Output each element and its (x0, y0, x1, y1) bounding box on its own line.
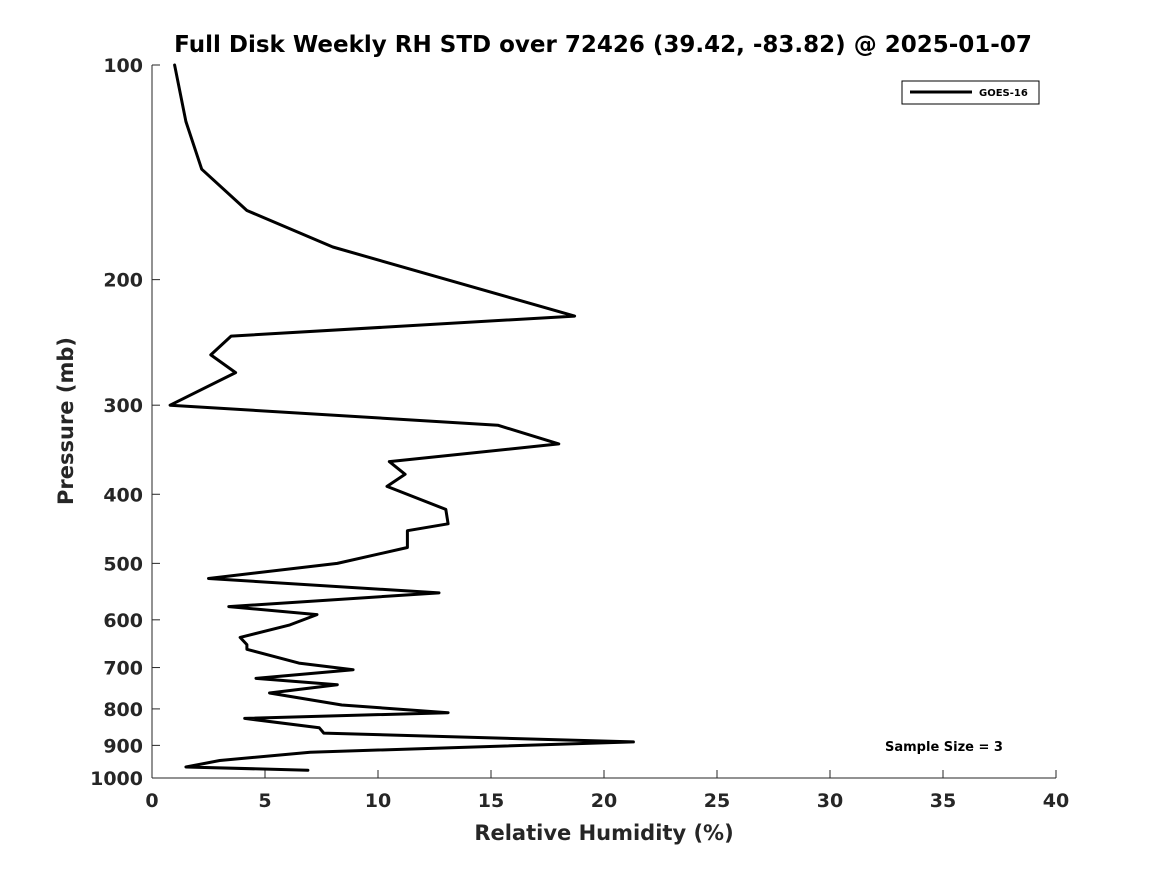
y-tick-label: 500 (103, 553, 143, 575)
legend: GOES-16 (901, 80, 1040, 105)
x-tick-label: 35 (930, 790, 956, 812)
y-tick-label: 900 (103, 735, 143, 757)
sample-size-annotation: Sample Size = 3 (885, 740, 1003, 755)
y-tick-label: 700 (103, 658, 143, 680)
series-line-goes-16 (168, 63, 635, 772)
y-tick-label: 600 (103, 610, 143, 632)
x-tick-label: 5 (258, 790, 271, 812)
y-axis: 100 200 300 400 500 600 700 800 900 1000 (90, 55, 160, 790)
y-tick-label: 800 (103, 699, 143, 721)
x-tick-label: 40 (1043, 790, 1069, 812)
y-tick-label: 400 (103, 484, 143, 506)
y-tick-label: 1000 (90, 768, 143, 790)
x-axis-title: Relative Humidity (%) (474, 821, 733, 845)
y-tick-label: 300 (103, 395, 143, 417)
x-tick-label: 15 (478, 790, 504, 812)
x-tick-label: 10 (365, 790, 391, 812)
series-layer (168, 63, 635, 772)
y-axis-title: Pressure (mb) (54, 337, 78, 505)
x-tick-label: 30 (817, 790, 843, 812)
x-tick-label: 0 (145, 790, 158, 812)
y-tick-label: 200 (103, 270, 143, 292)
legend-label-goes-16: GOES-16 (979, 88, 1028, 99)
x-tick-label: 25 (704, 790, 730, 812)
x-axis: 0 5 10 15 20 25 30 35 40 (145, 770, 1069, 812)
x-tick-label: 20 (591, 790, 617, 812)
y-tick-label: 100 (103, 55, 143, 77)
chart-title: Full Disk Weekly RH STD over 72426 (39.4… (174, 32, 1032, 58)
